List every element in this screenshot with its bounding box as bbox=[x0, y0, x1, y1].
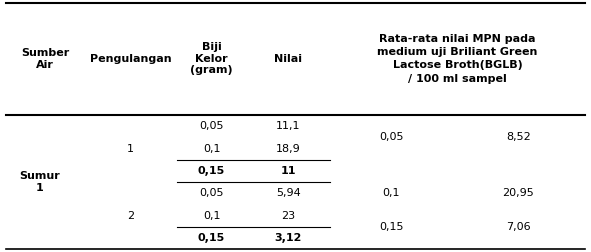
Text: Sumur
1: Sumur 1 bbox=[19, 171, 60, 193]
Text: 0,05: 0,05 bbox=[199, 121, 224, 131]
Text: 7,06: 7,06 bbox=[506, 222, 531, 232]
Text: 0,05: 0,05 bbox=[199, 188, 224, 198]
Text: 18,9: 18,9 bbox=[276, 144, 301, 153]
Text: 20,95: 20,95 bbox=[502, 188, 534, 198]
Text: 0,15: 0,15 bbox=[198, 233, 225, 243]
Text: 2: 2 bbox=[127, 211, 134, 221]
Text: 0,15: 0,15 bbox=[198, 166, 225, 176]
Text: Biji
Kelor
(gram): Biji Kelor (gram) bbox=[190, 42, 233, 75]
Text: 5,94: 5,94 bbox=[276, 188, 301, 198]
Text: 11: 11 bbox=[281, 166, 296, 176]
Text: 0,1: 0,1 bbox=[203, 144, 220, 153]
Text: 8,52: 8,52 bbox=[506, 132, 531, 142]
Text: Sumber
Air: Sumber Air bbox=[21, 48, 69, 70]
Text: Nilai: Nilai bbox=[274, 54, 302, 64]
Text: 3,12: 3,12 bbox=[275, 233, 302, 243]
Text: 0,15: 0,15 bbox=[379, 222, 403, 232]
Text: 1: 1 bbox=[127, 144, 134, 153]
Text: 11,1: 11,1 bbox=[276, 121, 300, 131]
Text: Rata-rata nilai MPN pada
medium uji Briliant Green
Lactose Broth(BGLB)
/ 100 ml : Rata-rata nilai MPN pada medium uji Bril… bbox=[378, 34, 538, 83]
Text: 0,1: 0,1 bbox=[382, 188, 400, 198]
Text: 0,05: 0,05 bbox=[379, 132, 403, 142]
Text: Pengulangan: Pengulangan bbox=[90, 54, 171, 64]
Text: 23: 23 bbox=[281, 211, 296, 221]
Text: 0,1: 0,1 bbox=[203, 211, 220, 221]
